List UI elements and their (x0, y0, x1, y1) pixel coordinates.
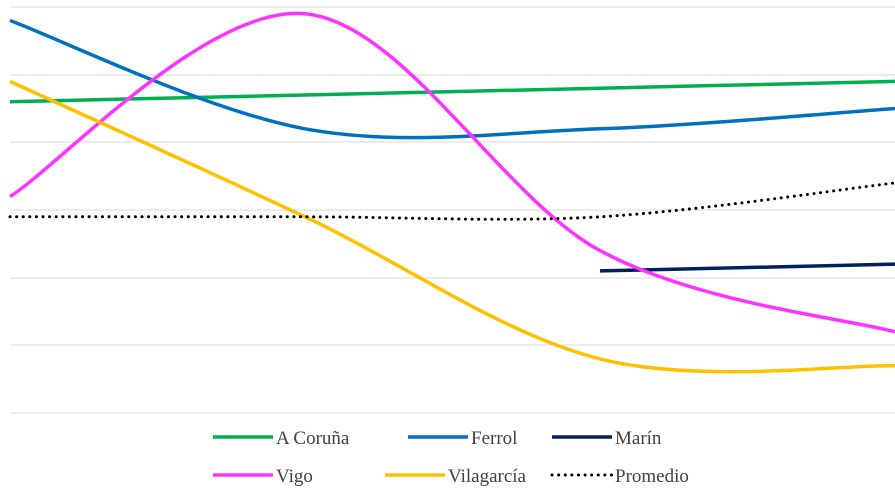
legend-item-ferrol: Ferrol (408, 428, 517, 449)
series-line-promedio (8, 181, 895, 221)
series-layer (8, 11, 895, 374)
legend-label: Marín (615, 428, 662, 449)
gridlines (10, 6, 895, 414)
series-line-ferrol (9, 18, 895, 140)
series-line-vigo (9, 11, 895, 334)
legend-item-vilagarcia: Vilagarcía (385, 466, 527, 487)
series-line-marin (599, 262, 895, 273)
legend: A Coruña Ferrol Marín Vigo Vilagarcía Promedi… (213, 428, 689, 487)
legend-label: Vigo (276, 466, 313, 487)
legend-label: Ferrol (471, 428, 517, 449)
legend-label: Promedio (615, 466, 689, 487)
legend-item-a-coruna: A Coruña (213, 428, 350, 449)
legend-item-marin: Marín (552, 428, 662, 449)
legend-item-vigo: Vigo (213, 466, 313, 487)
series-line-a-coruna (9, 79, 895, 104)
legend-label: Vilagarcía (448, 466, 527, 487)
series-line-vilagarcia (9, 79, 895, 374)
legend-label: A Coruña (276, 428, 350, 449)
legend-item-promedio: Promedio (550, 466, 689, 487)
